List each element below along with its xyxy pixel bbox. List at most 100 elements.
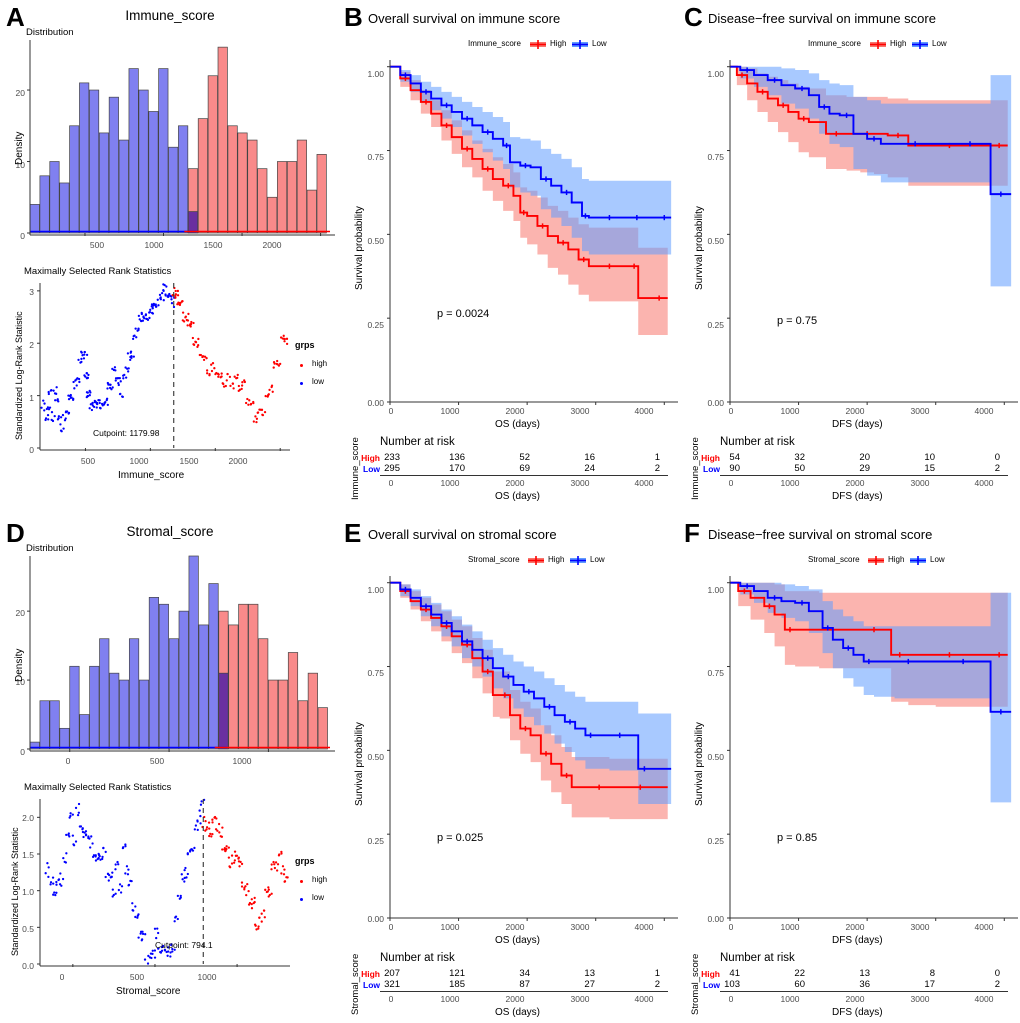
panel-d-letter: D [6, 518, 25, 548]
panel-d-hist-subtitle: Distribution [26, 543, 74, 554]
panel-c-risk-high-4: 0 [994, 452, 1000, 463]
panel-b-risk-xtick-2000: 2000 [505, 478, 525, 488]
panel-d-histogram [27, 555, 335, 752]
panel-b-risk-low-4: 2 [654, 463, 660, 474]
panel-a-legend-title: grps [295, 340, 315, 350]
panel-c-risk-xtick-3000: 3000 [910, 478, 930, 488]
panel-f-risk-low-2: 36 [859, 979, 870, 990]
panel-a-maxstat-ytick-3: 3 [29, 287, 34, 297]
panel-f-legend-high-label: High [888, 555, 905, 564]
panel-d-xtick-500: 500 [149, 756, 165, 766]
panel-e-legend-high-icon [528, 556, 544, 565]
panel-b-ytick-075: 0.75 [367, 152, 384, 162]
panel-a-ylabel: Density [14, 131, 25, 165]
panel-a-maxstat-xlabel: Immune_score [118, 470, 185, 481]
panel-d-maxstat-ytick-15: 1.5 [22, 850, 34, 860]
panel-d-ytick-10: 10 [15, 677, 25, 687]
panel-f-risk-high-3: 8 [929, 968, 935, 979]
panel-b-legend-low-icon [572, 40, 588, 49]
panel-c-xlabel: DFS (days) [832, 419, 883, 430]
panel-f-legend-high-icon [868, 556, 884, 565]
panel-f-risk-high-4: 0 [994, 968, 1000, 979]
panel-f-xtick-3000: 3000 [910, 922, 930, 932]
panel-d-maxstat-ytick-10: 1.0 [22, 887, 34, 897]
panel-b-risk-high-4: 1 [654, 452, 660, 463]
panel-c-risk-xtick-0: 0 [728, 478, 734, 488]
panel-f-risk-low-3: 17 [924, 979, 935, 990]
panel-a-maxstat-xtick-1500: 1500 [179, 456, 199, 466]
panel-e-ytick-000: 0.00 [367, 914, 384, 924]
panel-c-legend-low-icon [912, 40, 928, 49]
panel-c-ylabel: Survival probability [694, 206, 705, 290]
panel-f-xtick-0: 0 [728, 922, 734, 932]
panel-c-risk-axis [720, 475, 1008, 476]
panel-d: D Stromal_score Distribution 0 10 20 Den… [0, 510, 340, 1023]
panel-e-title: Overall survival on stromal score [368, 527, 557, 542]
panel-f-xtick-4000: 4000 [974, 922, 994, 932]
panel-d-legend-title: grps [295, 856, 315, 866]
panel-a-ytick-10: 10 [15, 160, 25, 170]
panel-e-ylabel: Survival probability [354, 722, 365, 806]
panel-b-risk-low-2: 69 [519, 463, 530, 474]
panel-d-legend-low-label: low [312, 893, 325, 902]
panel-e-risk-axis [380, 991, 668, 992]
panel-b-risk-row-low-label: Low [363, 464, 380, 474]
panel-d-maxstat-ytick-05: 0.5 [22, 924, 34, 934]
panel-e-risk-xtick-4000: 4000 [634, 994, 654, 1004]
panel-c-risk-row-high-label: High [701, 453, 720, 463]
panel-b-legend-low-label: Low [592, 39, 607, 48]
panel-b-xtick-2000: 2000 [505, 406, 525, 416]
panel-e-risk-low-2: 87 [519, 979, 530, 990]
panel-d-maxstat-plot [37, 798, 290, 967]
panel-f-ylabel: Survival probability [694, 722, 705, 806]
panel-e-legend-low-label: Low [590, 555, 605, 564]
panel-f-risk-xtick-3000: 3000 [910, 994, 930, 1004]
panel-f-ytick-075: 0.75 [707, 668, 724, 678]
panel-e-risk-high-2: 34 [519, 968, 530, 979]
panel-a-maxstat-ylabel: Standardized Log-Rank Statistic [14, 311, 24, 440]
panel-d-cutpoint-label: Cutpoint: 794.1 [155, 940, 213, 950]
panel-e-risk-low-3: 27 [584, 979, 595, 990]
panel-a-cutpoint-label: Cutpoint: 1179.98 [93, 428, 160, 438]
panel-f-risk-high-0: 41 [729, 968, 740, 979]
panel-c-risk-low-0: 90 [729, 463, 740, 474]
panel-e-risk-row-low-label: Low [363, 980, 380, 990]
panel-f-risk-row-high-label: High [701, 969, 720, 979]
panel-d-maxstat-ylabel: Standardized Log-Rank Statistic [10, 827, 20, 956]
panel-b-xtick-4000: 4000 [634, 406, 654, 416]
panel-e-xtick-3000: 3000 [570, 922, 590, 932]
panel-e-risk-xtick-1000: 1000 [440, 994, 460, 1004]
panel-c-ytick-025: 0.25 [707, 320, 724, 330]
panel-a-legend-low-label: low [312, 377, 325, 386]
panel-e-xtick-0: 0 [388, 922, 394, 932]
panel-c-risk-title: Number at risk [720, 436, 795, 448]
panel-c-letter: C [684, 2, 703, 32]
panel-e-risk-high-4: 1 [654, 968, 660, 979]
panel-b-xtick-0: 0 [388, 406, 394, 416]
panel-c-xtick-2000: 2000 [845, 406, 865, 416]
panel-d-maxstat-title: Maximally Selected Rank Statistics [24, 782, 172, 793]
panel-e-xtick-2000: 2000 [505, 922, 525, 932]
panel-b-risk-low-3: 24 [584, 463, 595, 474]
panel-a-maxstat-xtick-1000: 1000 [129, 456, 149, 466]
panel-d-ylabel: Density [14, 648, 25, 682]
panel-a-xtick-2000: 2000 [262, 240, 282, 250]
panel-b-legend-title: Immune_score [468, 39, 521, 48]
panel-c-xtick-1000: 1000 [780, 406, 800, 416]
panel-f-pvalue: p = 0.85 [777, 832, 818, 844]
panel-f-letter: F [684, 518, 700, 548]
panel-e-risk-high-3: 13 [584, 968, 595, 979]
panel-c-ytick-075: 0.75 [707, 152, 724, 162]
panel-f-xlabel: DFS (days) [832, 935, 883, 946]
panel-d-maxstat-xlabel: Stromal_score [116, 986, 181, 997]
panel-a-maxstat-title: Maximally Selected Rank Statistics [24, 266, 172, 277]
panel-f-xtick-2000: 2000 [845, 922, 865, 932]
panel-c-risk-low-3: 15 [924, 463, 935, 474]
panel-d-xtick-0: 0 [65, 756, 71, 766]
panel-c-ytick-050: 0.50 [707, 236, 724, 246]
panel-b-risk-high-0: 233 [384, 452, 400, 463]
panel-b-pvalue: p = 0.0024 [437, 308, 490, 320]
panel-e-risk-xtick-0: 0 [388, 994, 394, 1004]
panel-a-xtick-1000: 1000 [144, 240, 164, 250]
